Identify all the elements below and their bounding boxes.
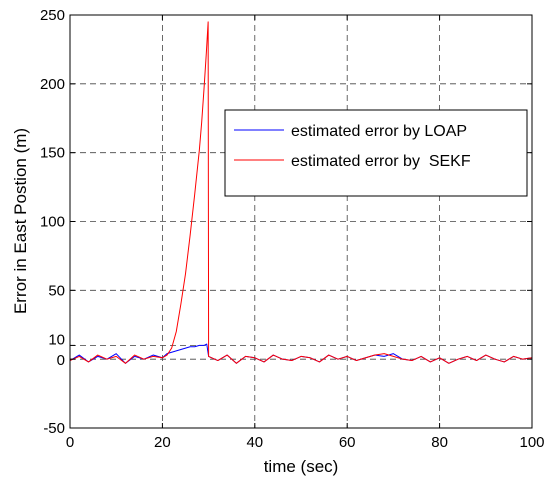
y-tick-label: 0 bbox=[57, 352, 65, 369]
legend: estimated error by LOAP estimated error … bbox=[224, 109, 528, 197]
grid bbox=[70, 15, 532, 428]
y-tick-label: 200 bbox=[40, 76, 65, 93]
x-tick-label: 0 bbox=[66, 434, 74, 451]
y-tick-label: -50 bbox=[43, 420, 65, 437]
x-tick-label: 80 bbox=[431, 434, 448, 451]
y-tick-label: 100 bbox=[40, 214, 65, 231]
y-tick-label: 50 bbox=[48, 282, 65, 299]
y-tick-label: 10 bbox=[48, 331, 65, 348]
legend-box bbox=[224, 109, 528, 197]
y-tick-label: 250 bbox=[40, 7, 65, 24]
legend-label-sekf: estimated error by SEKF bbox=[291, 153, 471, 170]
x-axis-label: time (sec) bbox=[264, 457, 339, 476]
x-tick-label: 20 bbox=[154, 434, 171, 451]
y-axis-label: Error in East Postion (m) bbox=[11, 128, 30, 314]
legend-label-loap: estimated error by LOAP bbox=[291, 123, 467, 140]
x-tick-label: 40 bbox=[246, 434, 263, 451]
y-tick-label: 150 bbox=[40, 145, 65, 162]
x-tick-label: 100 bbox=[519, 434, 544, 451]
data-series bbox=[69, 21, 533, 364]
series-line-sekf bbox=[69, 21, 533, 364]
x-tick-label: 60 bbox=[339, 434, 356, 451]
